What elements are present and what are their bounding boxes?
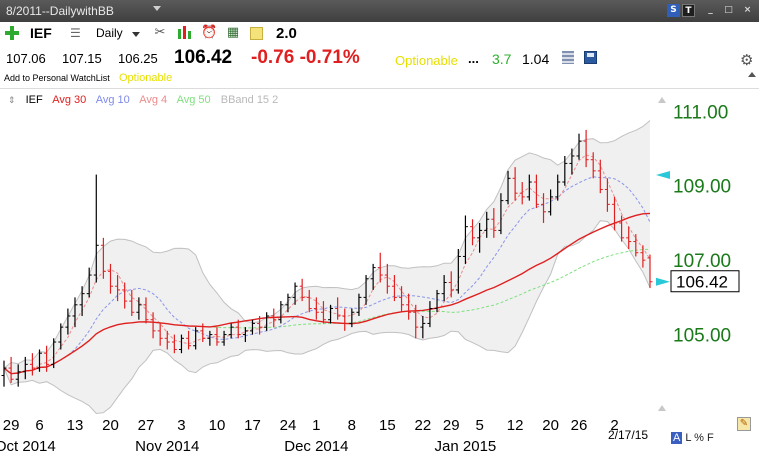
scroll-arrow [658, 405, 666, 411]
x-tick-label: 10 [209, 417, 226, 434]
y-tick-label: 111.00 [673, 102, 728, 123]
x-tick-label: 15 [379, 417, 396, 434]
avg4-line [3, 154, 651, 375]
value-ratio: 1.04 [522, 51, 550, 67]
legend-avg30[interactable]: Avg 30 [52, 94, 87, 106]
avg30-line [3, 212, 651, 375]
title-bar: 8/2011--DailywithBB S T _ □ × [0, 0, 759, 22]
x-tick-label: 6 [35, 417, 43, 434]
bband-upper-line [3, 120, 651, 369]
optionable-link[interactable]: Optionable [119, 72, 173, 84]
mode-options[interactable]: L % F [685, 432, 714, 444]
last-price-marker [656, 277, 670, 286]
save-icon[interactable] [584, 51, 597, 64]
y-tick-label: 107.00 [673, 251, 731, 272]
bars-icon[interactable] [176, 25, 192, 41]
value-green: 3.7 [492, 51, 512, 67]
x-tick-label: 24 [280, 417, 297, 434]
x-tick-label: 22 [414, 417, 431, 434]
x-tick-label: 3 [177, 417, 185, 434]
x-tick-label: 26 [571, 417, 588, 434]
symbol-field[interactable]: IEF [30, 25, 52, 41]
alarm-clock-icon[interactable]: ⏰ [201, 25, 218, 40]
month-label: Jan 2015 [435, 438, 497, 455]
change-percent: -0.71% [299, 47, 360, 68]
low-price: 106.25 [118, 51, 158, 66]
x-tick-label: 2 [610, 417, 618, 434]
legend-bband[interactable]: BBand 15 2 [220, 94, 279, 106]
chart-legend: ⇕ IEF Avg 30 Avg 10 Avg 4 Avg 50 BBand 1… [8, 94, 285, 106]
chart-panel[interactable]: 111.00 109.00 107.00 105.00 106.42 29 6 13 20 27 3… [0, 88, 759, 457]
month-label: Nov 2014 [135, 438, 199, 455]
period-select[interactable]: Daily [96, 26, 123, 40]
bband-fill [4, 120, 650, 414]
change-value: -0.76 [251, 47, 295, 68]
x-tick-label: 17 [244, 417, 261, 434]
x-tick-label: 29 [443, 417, 460, 434]
x-tick-label: 1 [312, 417, 320, 434]
x-tick-label: 20 [542, 417, 559, 434]
rating-value: 2.0 [276, 25, 297, 42]
x-tick-label: 5 [475, 417, 483, 434]
collapse-up-icon[interactable] [748, 72, 756, 77]
stack-icon[interactable] [562, 51, 574, 64]
toolbar: IEF ☰ Daily ✂ ⏰ ▦ 2.0 [0, 22, 759, 44]
y-tick-label: 109.00 [673, 177, 731, 198]
more-dots[interactable]: ... [468, 51, 479, 66]
price-change: -0.76 -0.71% [251, 47, 360, 69]
gear-icon[interactable]: ⚙ [740, 51, 754, 69]
current-date: 2/17/15 [608, 428, 649, 442]
x-tick-label: 20 [102, 417, 119, 434]
period-dropdown-icon[interactable] [132, 32, 140, 37]
close-button[interactable]: × [743, 5, 752, 15]
minimize-button[interactable]: _ [708, 5, 713, 15]
title-dropdown-icon[interactable] [153, 6, 161, 11]
optionable-label: Optionable [395, 53, 458, 68]
s-button[interactable]: S [667, 4, 680, 17]
y-tick-label: 105.00 [673, 326, 731, 347]
high-price: 107.15 [62, 51, 102, 66]
calculator-icon[interactable]: ▦ [226, 25, 240, 40]
scale-mode-bar: A L % F [671, 432, 714, 444]
legend-avg50[interactable]: Avg 50 [176, 94, 211, 106]
plus-icon[interactable] [4, 25, 20, 41]
last-price: 106.42 [174, 47, 233, 68]
last-price-label: 106.42 [676, 273, 728, 292]
avg10-line [3, 176, 651, 375]
legend-grip-icon[interactable]: ⇕ [8, 95, 16, 105]
x-tick-label: 13 [67, 417, 84, 434]
month-label: Dec 2014 [284, 438, 348, 455]
list-icon[interactable]: ☰ [70, 26, 81, 40]
band-marker [656, 171, 670, 179]
x-tick-label: 29 [3, 417, 20, 434]
month-label: Oct 2014 [0, 438, 56, 455]
legend-symbol[interactable]: IEF [25, 94, 43, 106]
note-icon[interactable] [250, 27, 263, 40]
x-tick-label: 12 [507, 417, 524, 434]
quote-row: 107.06 107.15 106.25 106.42 -0.76 -0.71%… [0, 44, 759, 72]
mode-a-button[interactable]: A [671, 432, 683, 444]
maximize-button[interactable]: □ [724, 5, 733, 15]
bband-lower-line [3, 220, 651, 415]
legend-avg10[interactable]: Avg 10 [95, 94, 130, 106]
x-tick-label: 27 [138, 417, 155, 434]
window-title: 8/2011--DailywithBB [6, 4, 114, 18]
t-button[interactable]: T [682, 4, 695, 17]
pencil-icon[interactable]: ✎ [737, 417, 751, 431]
legend-avg4[interactable]: Avg 4 [139, 94, 168, 106]
scroll-up-arrow [658, 97, 666, 103]
price-chart[interactable]: 111.00 109.00 107.00 105.00 106.42 29 6 13 20 27 3… [0, 89, 759, 457]
last-price-box [670, 270, 740, 293]
open-price: 107.06 [6, 51, 46, 66]
add-watchlist-link[interactable]: Add to Personal WatchList [4, 73, 110, 83]
x-tick-label: 8 [348, 417, 356, 434]
tools-icon[interactable]: ✂ [154, 25, 166, 40]
